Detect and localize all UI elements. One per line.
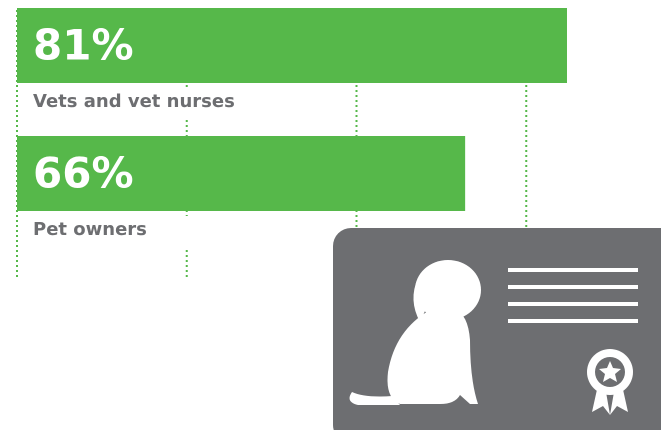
bars: 81% Vets and vet nurses 66% Pet owners xyxy=(17,8,567,248)
value-label: 81% xyxy=(33,21,134,70)
category-label: Pet owners xyxy=(33,219,147,240)
bar xyxy=(17,136,466,211)
label-background xyxy=(19,88,249,120)
bar xyxy=(17,8,567,83)
dog xyxy=(349,260,481,405)
text-lines xyxy=(508,268,638,323)
category-label: Vets and vet nurses xyxy=(33,91,235,112)
certificate-icon xyxy=(333,228,661,430)
label-background xyxy=(19,216,249,248)
value-label: 66% xyxy=(33,149,134,198)
rosette xyxy=(587,349,633,415)
